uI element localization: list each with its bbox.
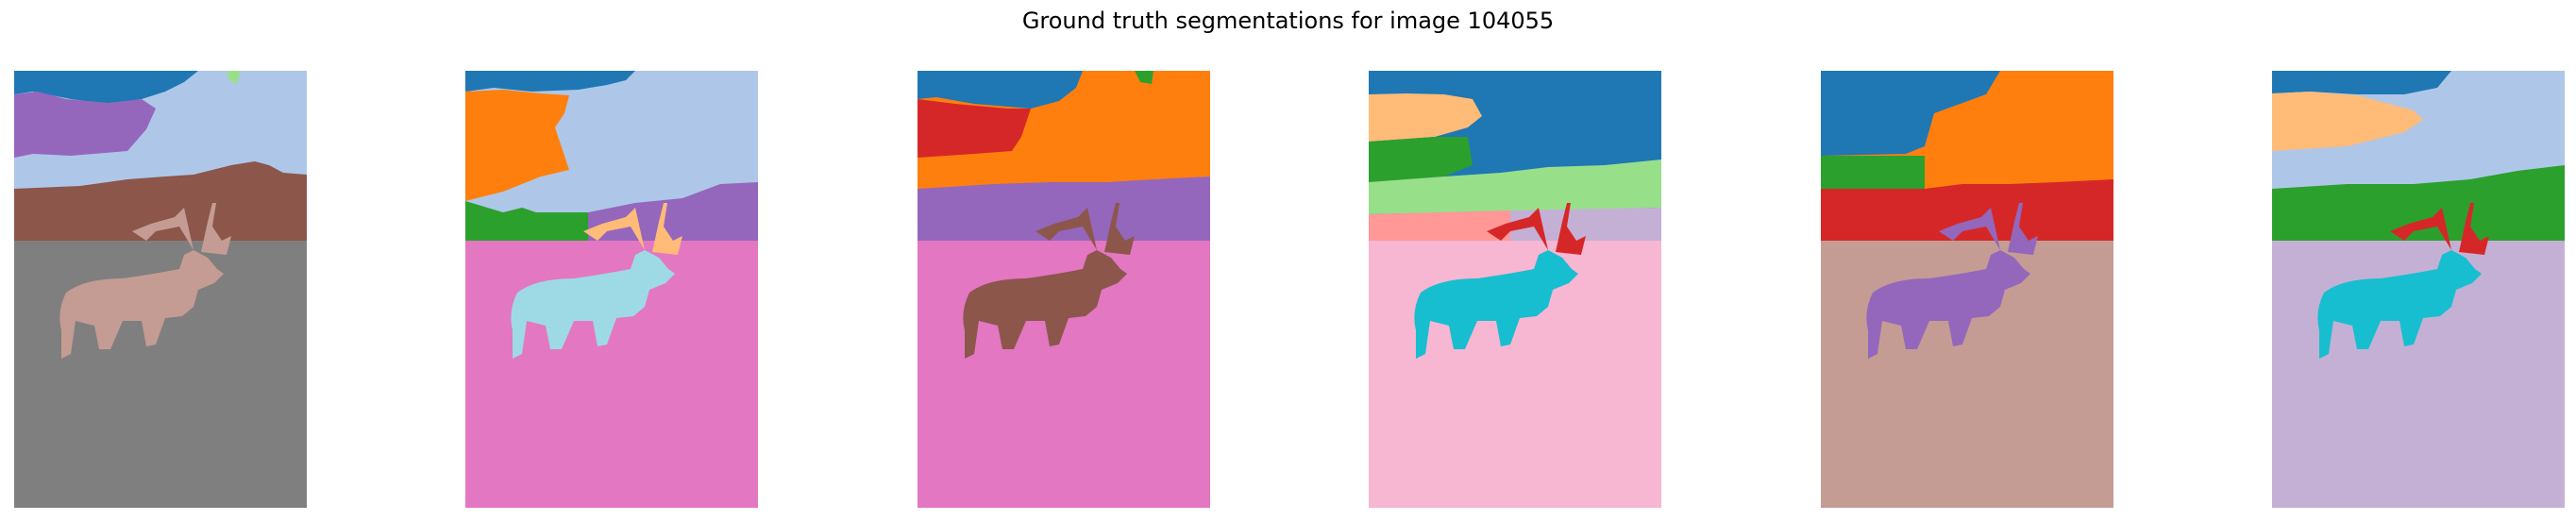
orange-band-region xyxy=(1369,93,1482,142)
treeline-region xyxy=(918,176,1210,241)
top-corner-region xyxy=(2272,71,2451,94)
segmentation-panel-1 xyxy=(14,71,307,508)
segmentation-panel-4 xyxy=(1369,71,1661,508)
segmentation-map-5 xyxy=(1821,71,2113,508)
small-patch xyxy=(227,71,241,84)
red-band-region xyxy=(1821,179,2113,241)
elk-body xyxy=(1414,250,1578,359)
antler-left xyxy=(1939,208,2000,250)
elk-body xyxy=(2317,250,2482,359)
top-corner-region xyxy=(465,71,635,92)
antler-left xyxy=(1035,208,1097,250)
segmentation-map-6 xyxy=(2272,71,2565,508)
antler-right xyxy=(201,203,231,255)
antler-left xyxy=(2390,208,2451,250)
segmentation-panel-5 xyxy=(1821,71,2113,508)
mid-band-region xyxy=(14,92,156,158)
elk-body xyxy=(963,250,1127,359)
treeline-region xyxy=(14,161,307,241)
antler-right xyxy=(1556,203,1586,255)
green-band-region xyxy=(1821,156,1925,189)
antler-left xyxy=(583,208,645,250)
light-green-band-region xyxy=(1369,160,1661,214)
antler-right xyxy=(2459,203,2489,255)
top-corner-region xyxy=(1821,71,2000,156)
antler-right xyxy=(1104,203,1135,255)
top-corner-region xyxy=(14,71,198,104)
small-patch xyxy=(1135,71,1153,84)
antler-right xyxy=(652,203,682,255)
green-band-region xyxy=(2272,165,2565,241)
top-corner-region xyxy=(918,71,1083,109)
orange-band-region xyxy=(2272,92,2423,151)
segmentation-map-2 xyxy=(465,71,758,508)
elk-body xyxy=(1866,250,2030,359)
mid-band-region xyxy=(465,90,569,201)
red-band-region xyxy=(918,99,1031,158)
antler-left xyxy=(132,208,194,250)
elk-body xyxy=(59,250,225,359)
segmentation-map-4 xyxy=(1369,71,1661,508)
treeline-left-region xyxy=(465,201,588,241)
segmentation-map-1 xyxy=(14,71,307,508)
figure-title: Ground truth segmentations for image 104… xyxy=(1021,8,1555,34)
elk-body xyxy=(511,250,675,359)
segmentation-panel-2 xyxy=(465,71,758,508)
green-band-region xyxy=(1369,137,1473,182)
antler-right xyxy=(2008,203,2038,255)
lavender-band-region xyxy=(1510,208,1661,241)
segmentation-map-3 xyxy=(918,71,1210,508)
antler-left xyxy=(1487,208,1548,250)
segmentation-panel-6 xyxy=(2272,71,2565,508)
segmentation-panel-3 xyxy=(918,71,1210,508)
pink-red-band-region xyxy=(1369,210,1510,241)
